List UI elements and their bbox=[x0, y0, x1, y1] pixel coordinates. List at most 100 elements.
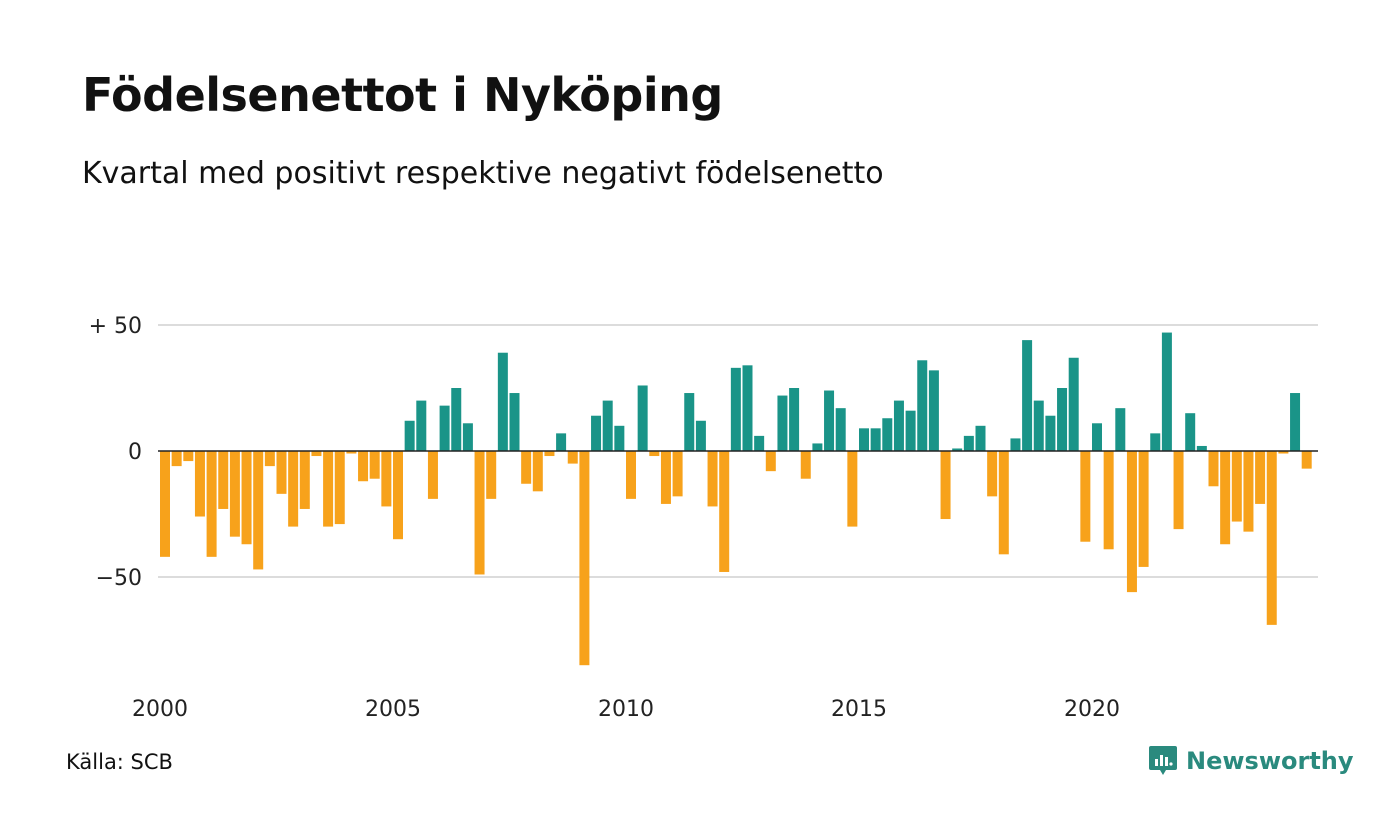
brand-logo: Newsworthy bbox=[1148, 744, 1354, 778]
bar-2021-k1 bbox=[1138, 451, 1149, 567]
bar-2001-k3 bbox=[229, 451, 240, 537]
bar-2005-k3 bbox=[416, 400, 427, 451]
bar-2006-k4 bbox=[474, 451, 485, 575]
bar-2012-k2 bbox=[730, 367, 741, 451]
bar-chart: + 50 0 −50 2000 2005 2010 2015 2020 bbox=[89, 314, 1318, 722]
bar-2000-k4 bbox=[194, 451, 205, 517]
x-tick-label: 2005 bbox=[365, 697, 421, 722]
bar-2020-k4 bbox=[1126, 451, 1137, 593]
chart-subtitle: Kvartal med positivt respektive negativt… bbox=[82, 156, 884, 191]
x-axis-ticks: 2000 2005 2010 2015 2020 bbox=[132, 697, 1120, 722]
bar-2010-k3 bbox=[649, 451, 660, 457]
bar-2016-k3 bbox=[928, 370, 939, 451]
bar-2018-k2 bbox=[1010, 438, 1021, 451]
bar-2023-k3 bbox=[1255, 451, 1266, 504]
bar-2012-k4 bbox=[754, 435, 765, 451]
bar-2020-k1 bbox=[1092, 423, 1102, 451]
bar-2021-k2 bbox=[1150, 433, 1161, 451]
bar-2017-k4 bbox=[987, 451, 998, 497]
bar-2006-k3 bbox=[462, 423, 473, 451]
bar-2011-k3 bbox=[695, 420, 706, 451]
newsworthy-logo-icon bbox=[1149, 746, 1177, 775]
bar-2022-k2 bbox=[1196, 445, 1207, 451]
bar-2023-k4 bbox=[1266, 451, 1277, 625]
bar-2016-k1 bbox=[905, 410, 916, 451]
bar-2004-k2 bbox=[358, 451, 369, 482]
bar-2005-k4 bbox=[427, 451, 438, 499]
grid-lines bbox=[158, 324, 1318, 578]
bar-2014-k4 bbox=[847, 451, 858, 527]
bar-2009-k2 bbox=[591, 415, 602, 451]
bar-2024-k1 bbox=[1278, 451, 1289, 454]
bar-2024-k2 bbox=[1290, 393, 1301, 451]
bar-2015-k1 bbox=[859, 428, 869, 451]
bar-2006-k2 bbox=[451, 388, 462, 451]
bar-2018-k3 bbox=[1022, 340, 1033, 451]
bar-2015-k3 bbox=[882, 418, 893, 451]
bar-2007-k2 bbox=[497, 352, 508, 451]
bar-2017-k2 bbox=[963, 435, 974, 451]
y-tick-label: 0 bbox=[128, 440, 142, 465]
bar-2010-k4 bbox=[660, 451, 671, 504]
bar-2023-k2 bbox=[1243, 451, 1254, 532]
bar-2002-k3 bbox=[276, 451, 287, 494]
bar-2000-k2 bbox=[171, 451, 182, 467]
y-axis-ticks: + 50 0 −50 bbox=[89, 314, 142, 591]
bar-2013-k1 bbox=[765, 451, 776, 472]
bar-2010-k1 bbox=[626, 451, 636, 499]
bar-2002-k1 bbox=[253, 451, 264, 570]
bar-2003-k2 bbox=[311, 451, 322, 457]
chart-title: Födelsenettot i Nyköping bbox=[82, 68, 723, 122]
bar-2019-k3 bbox=[1068, 357, 1079, 451]
bar-2003-k3 bbox=[323, 451, 334, 527]
source-note: Källa: SCB bbox=[66, 750, 173, 774]
bar-2012-k1 bbox=[719, 451, 730, 572]
bar-2021-k4 bbox=[1173, 451, 1184, 530]
bar-2001-k1 bbox=[206, 451, 217, 557]
bar-2015-k2 bbox=[870, 428, 881, 451]
bar-2007-k3 bbox=[509, 393, 520, 451]
bar-2013-k2 bbox=[777, 395, 788, 451]
bar-2004-k4 bbox=[381, 451, 392, 507]
bar-2017-k1 bbox=[952, 448, 963, 451]
bar-2017-k3 bbox=[975, 425, 986, 451]
bar-2003-k4 bbox=[334, 451, 345, 525]
bar-2009-k1 bbox=[579, 451, 590, 666]
bar-2019-k4 bbox=[1080, 451, 1091, 542]
bar-2001-k2 bbox=[218, 451, 229, 509]
bar-2007-k4 bbox=[521, 451, 532, 484]
bar-2008-k3 bbox=[556, 433, 567, 451]
x-tick-label: 2015 bbox=[831, 697, 887, 722]
bar-2020-k2 bbox=[1103, 451, 1114, 550]
bar-2007-k1 bbox=[486, 451, 497, 499]
bar-2014-k1 bbox=[812, 443, 823, 451]
bar-2011-k2 bbox=[684, 393, 695, 451]
bar-2011-k4 bbox=[707, 451, 718, 507]
bar-2018-k1 bbox=[998, 451, 1009, 555]
bar-2024-k3 bbox=[1301, 451, 1312, 469]
bar-2023-k1 bbox=[1231, 451, 1242, 522]
x-tick-label: 2010 bbox=[598, 697, 654, 722]
bar-2010-k2 bbox=[637, 385, 648, 451]
bar-2012-k3 bbox=[742, 365, 753, 451]
bar-2013-k4 bbox=[800, 451, 811, 479]
bar-2022-k4 bbox=[1220, 451, 1231, 545]
bar-2002-k4 bbox=[288, 451, 299, 527]
bar-2005-k2 bbox=[404, 420, 415, 451]
bar-2003-k1 bbox=[299, 451, 310, 509]
bar-2021-k3 bbox=[1161, 332, 1172, 451]
bar-2000-k1 bbox=[160, 451, 170, 557]
bar-2009-k4 bbox=[614, 425, 625, 451]
bar-2014-k2 bbox=[824, 390, 835, 451]
bar-2022-k1 bbox=[1185, 413, 1196, 451]
bar-2019-k1 bbox=[1045, 415, 1056, 451]
bar-2022-k3 bbox=[1208, 451, 1219, 487]
x-tick-label: 2020 bbox=[1064, 697, 1120, 722]
bar-2013-k3 bbox=[789, 388, 800, 451]
bar-2004-k1 bbox=[346, 451, 357, 454]
bar-2005-k1 bbox=[393, 451, 403, 540]
bar-2018-k4 bbox=[1033, 400, 1044, 451]
bar-2000-k3 bbox=[183, 451, 194, 462]
bar-2011-k1 bbox=[672, 451, 683, 497]
bar-2016-k2 bbox=[917, 360, 928, 451]
